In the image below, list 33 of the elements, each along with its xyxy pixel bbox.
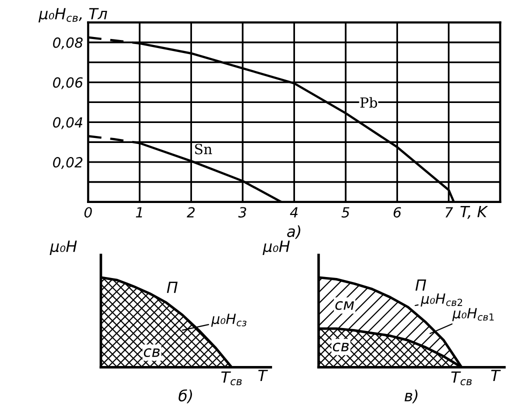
text: в) [404,390,418,404]
annotation: см [335,301,354,310]
x-tick-label: 6 [394,207,401,218]
series-label: Pb [360,97,378,108]
text: T$_{св}$ [221,371,242,386]
x-tick-label: 0 [84,207,92,218]
x-axis-title: T, K [460,206,488,219]
annotation: св [332,342,349,352]
y-tick-label: 0,06 [53,77,83,90]
x-tick-label: 5 [342,207,350,218]
x-axis-title: T [258,370,268,382]
annotation: П [415,279,426,291]
y-axis-title: μ₀H [50,240,77,255]
annotation: П [166,282,178,293]
x-tick-label: 4 [290,207,298,218]
x-tick-label: 2 [186,207,195,218]
text: б) [178,389,192,404]
series-label: Sn [195,144,212,154]
x-tick-label: 7 [446,207,453,218]
x-axis-title: T [491,370,501,382]
y-tick-label: 0,08 [53,37,83,50]
annotation: μ₀H$_{сз}$ [211,314,246,327]
text: а) [287,225,300,239]
y-axis-title: μ₀H [262,240,290,255]
annotation: св [144,348,160,358]
x-tick-label: 1 [136,207,142,218]
x-tick-label: 3 [238,207,246,218]
annotation: μ₀H$_{св1}$ [452,308,494,322]
y-tick-label: 0,04 [53,117,82,130]
text: T$_{св}$ [451,371,472,386]
y-axis-title: μ₀H$_{св}$, Тл [38,8,108,22]
annotation: μ₀H$_{св2}$ [420,294,462,307]
y-tick-label: 0,02 [53,157,82,169]
